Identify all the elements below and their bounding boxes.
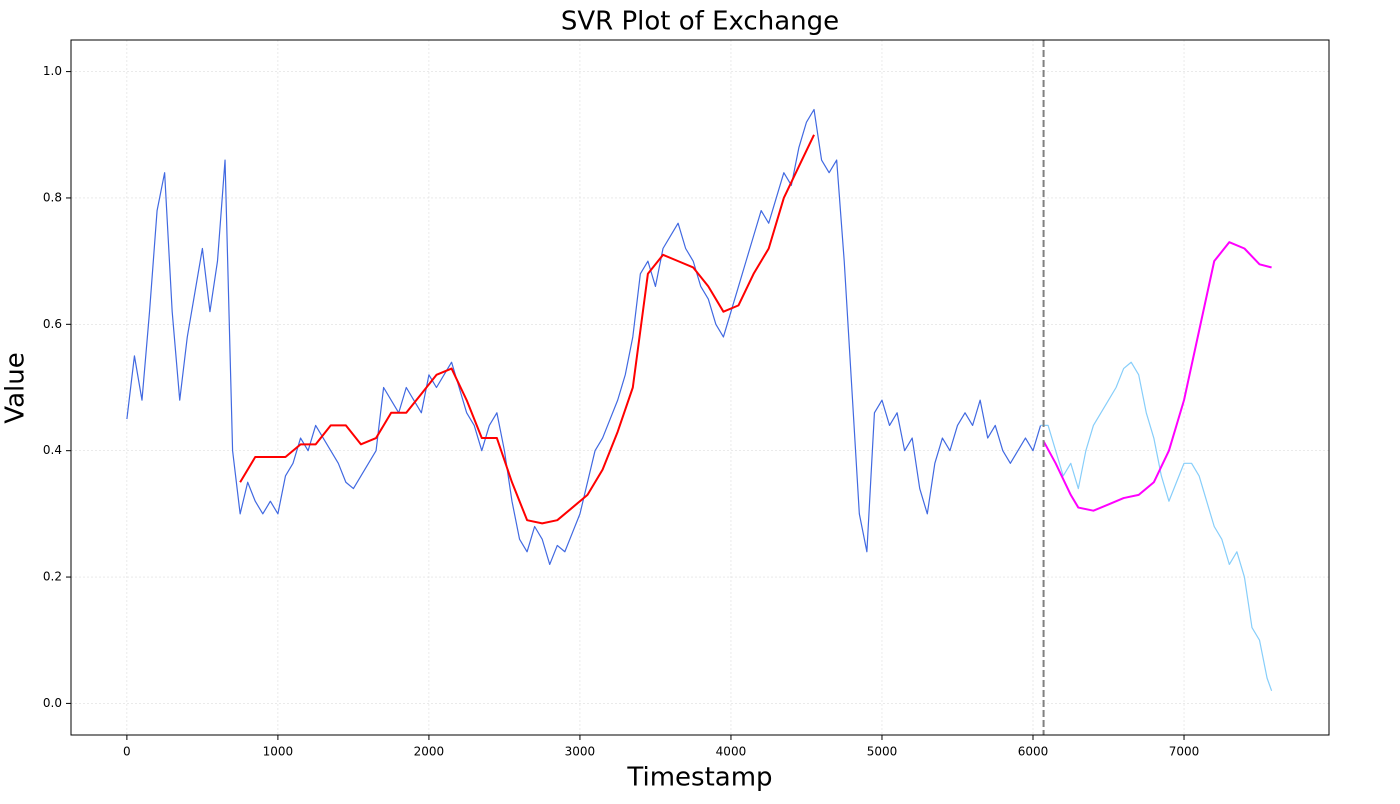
x-tick-label: 1000	[263, 745, 294, 759]
chart-title: SVR Plot of Exchange	[561, 7, 839, 37]
y-tick-label: 0.0	[43, 696, 62, 710]
y-tick-label: 1.0	[43, 64, 62, 78]
series-line	[1042, 241, 1272, 512]
x-tick-label: 2000	[414, 745, 445, 759]
series-line	[126, 108, 1042, 566]
x-tick-label: 6000	[1018, 745, 1049, 759]
x-tick-label: 4000	[716, 745, 747, 759]
x-tick-label: 5000	[867, 745, 898, 759]
y-tick-label: 0.4	[43, 443, 62, 457]
x-tick-label: 7000	[1169, 745, 1200, 759]
series-line	[239, 134, 815, 525]
y-tick-label: 0.6	[43, 317, 62, 331]
x-tick-label: 3000	[565, 745, 596, 759]
plot-frame	[70, 39, 1330, 736]
series-line	[1040, 361, 1273, 691]
x-tick-label: 0	[123, 745, 131, 759]
x-axis-label: Timestamp	[626, 763, 772, 793]
y-tick-label: 0.2	[43, 570, 62, 584]
y-tick-label: 0.8	[43, 190, 62, 204]
y-axis-label: Value	[1, 352, 31, 423]
